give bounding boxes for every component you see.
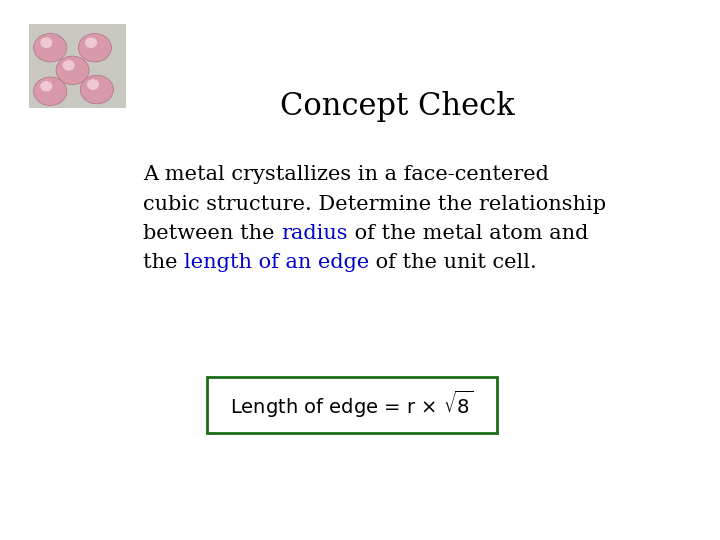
Circle shape (63, 60, 74, 70)
Circle shape (34, 77, 67, 105)
Text: cubic structure. Determine the relationship: cubic structure. Determine the relations… (143, 194, 606, 214)
Text: radius: radius (281, 224, 348, 242)
Text: Length of edge = r $\times$ $\sqrt{8}$: Length of edge = r $\times$ $\sqrt{8}$ (230, 389, 474, 420)
Text: length of an edge: length of an edge (184, 253, 369, 272)
Circle shape (34, 33, 67, 62)
Text: the: the (143, 253, 184, 272)
Circle shape (81, 76, 113, 104)
Text: Concept Check: Concept Check (279, 91, 514, 122)
Text: of the unit cell.: of the unit cell. (369, 253, 537, 272)
Circle shape (88, 80, 99, 89)
Text: between the: between the (143, 224, 281, 242)
Circle shape (78, 33, 112, 62)
FancyBboxPatch shape (207, 377, 498, 433)
Circle shape (41, 38, 52, 48)
FancyBboxPatch shape (29, 24, 126, 108)
Circle shape (56, 56, 89, 85)
Circle shape (41, 82, 52, 91)
Text: of the metal atom and: of the metal atom and (348, 224, 588, 242)
Circle shape (86, 38, 96, 48)
Text: A metal crystallizes in a face-centered: A metal crystallizes in a face-centered (143, 165, 549, 185)
